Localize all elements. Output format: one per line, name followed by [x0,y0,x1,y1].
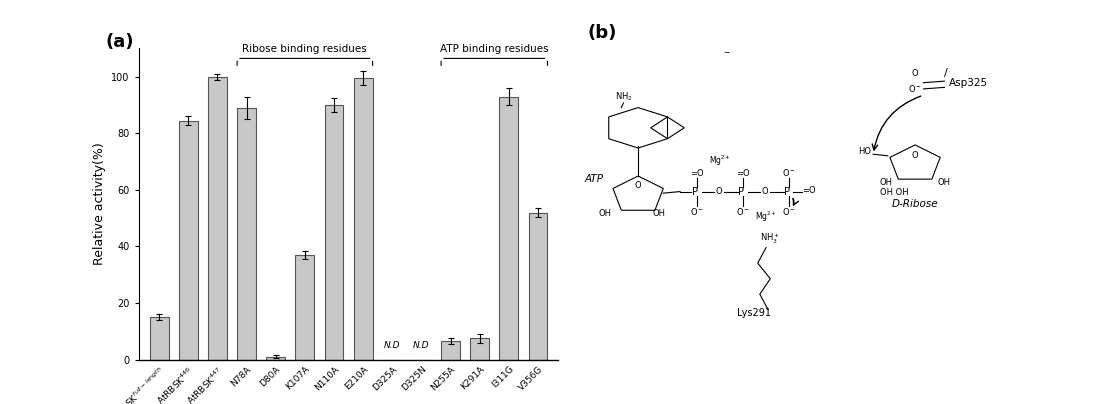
Text: P: P [692,187,698,197]
Text: O$^-$: O$^-$ [783,166,796,178]
Text: N.D: N.D [384,341,401,350]
Text: OH: OH [879,178,892,187]
Text: O$^-$: O$^-$ [689,206,704,217]
Text: (a): (a) [105,33,133,51]
Text: O$^-$: O$^-$ [736,206,750,217]
Bar [324,105,343,360]
Text: P: P [784,187,790,197]
Bar [150,317,169,360]
Text: OH: OH [598,209,611,219]
Text: Lys291: Lys291 [737,308,770,318]
Text: (b): (b) [588,24,617,42]
Text: Mg$^{2+}$: Mg$^{2+}$ [755,209,777,223]
Text: D-Ribose: D-Ribose [891,199,938,209]
Text: N.D: N.D [413,341,430,350]
Bar [471,339,490,360]
Bar [528,213,547,360]
Text: NH$_2$: NH$_2$ [615,90,633,103]
Text: O: O [761,187,768,196]
Text: Ribose binding residues: Ribose binding residues [242,44,367,54]
Text: O: O [911,69,918,78]
Text: Asp325: Asp325 [949,78,988,88]
Bar [266,357,285,360]
Bar [238,108,256,360]
Text: $^-$: $^-$ [722,50,730,60]
Text: O$^-$: O$^-$ [908,83,922,94]
Text: =O: =O [690,168,704,178]
Text: NH$_3^+$: NH$_3^+$ [760,231,780,246]
Bar [295,255,314,360]
Bar [179,121,198,360]
Text: O$^-$: O$^-$ [783,206,796,217]
Text: P: P [738,187,744,197]
Text: O: O [715,187,722,196]
Text: OH OH: OH OH [880,188,908,197]
Y-axis label: Relative activity(%): Relative activity(%) [93,143,105,265]
Text: =O: =O [736,168,750,178]
Text: ATP binding residues: ATP binding residues [440,44,548,54]
Text: ATP: ATP [585,174,604,184]
Text: OH: OH [938,178,951,187]
Bar [500,97,518,360]
Bar [441,341,460,360]
Text: /: / [945,68,948,78]
Bar [208,77,226,360]
Bar [354,78,373,360]
Text: O: O [635,181,642,190]
Text: Mg$^{2+}$: Mg$^{2+}$ [709,153,730,168]
Text: HO: HO [858,147,871,156]
Text: O: O [911,152,918,160]
Text: OH: OH [653,209,666,219]
Text: =O: =O [801,185,816,194]
